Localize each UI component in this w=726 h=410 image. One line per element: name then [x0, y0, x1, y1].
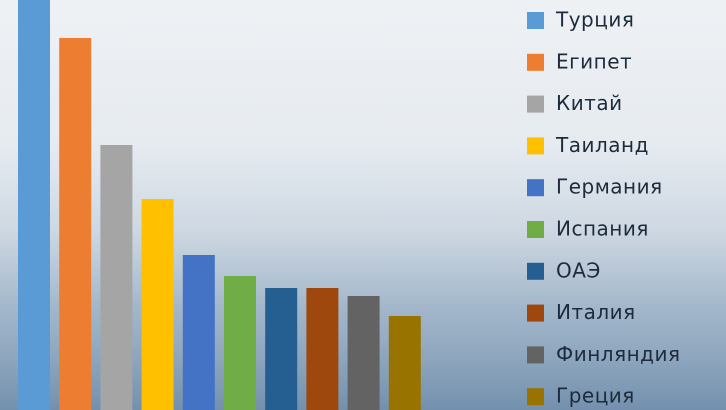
- legend-swatch: [527, 53, 544, 71]
- legend-label: Германия: [556, 175, 663, 199]
- bar: [18, 0, 50, 410]
- bar: [59, 38, 92, 410]
- legend-label: Греция: [556, 384, 635, 408]
- legend-label: Таиланд: [555, 133, 649, 157]
- bar: [100, 145, 133, 410]
- legend-swatch: [527, 262, 544, 280]
- legend-swatch: [527, 304, 544, 322]
- legend-swatch: [527, 346, 544, 364]
- legend-swatch: [527, 179, 544, 197]
- legend-label: Италия: [556, 300, 636, 324]
- legend-swatch: [527, 95, 544, 113]
- legend-label: Китай: [556, 91, 623, 115]
- legend-swatch: [527, 12, 544, 29]
- legend-swatch: [527, 388, 544, 406]
- bar: [224, 276, 256, 410]
- bar: [306, 288, 339, 410]
- bar: [265, 288, 298, 410]
- bar: [182, 255, 215, 410]
- bar: [141, 199, 174, 410]
- legend-label: ОАЭ: [556, 258, 601, 282]
- bar: [347, 296, 380, 410]
- legend-label: Испания: [556, 217, 649, 241]
- bar: [388, 316, 421, 410]
- legend-swatch: [527, 137, 544, 155]
- legend-label: Египет: [556, 49, 632, 73]
- legend-label: Турция: [555, 8, 634, 32]
- legend-swatch: [527, 221, 544, 238]
- legend-label: Финляндия: [556, 342, 681, 366]
